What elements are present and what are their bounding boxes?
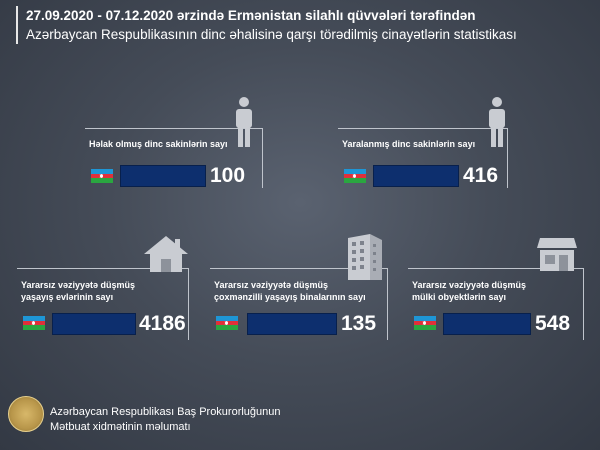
stat-card-killed-civilians: Həlak olmuş dinc sakinlərin sayı 100 [85,128,263,188]
stat-value: 416 [463,164,499,187]
stat-bar [52,313,136,335]
stat-card-title: Yararsız vəziyyətə düşmüş çoxmənzilli ya… [214,280,366,302]
azerbaijan-flag-icon [344,169,366,184]
apartment-building-icon [348,234,382,280]
stat-bar [247,313,337,335]
header-line-1: 27.09.2020 - 07.12.2020 ərzində Ermənist… [26,8,476,23]
stat-bar [443,313,531,335]
stat-value: 135 [341,312,377,335]
header-line-2: Azərbaycan Respublikasının dinc əhalisin… [26,27,517,42]
stat-bar [120,165,206,187]
azerbaijan-flag-icon [414,316,436,331]
stat-card-damaged-houses: Yararsız vəziyyətə düşmüş yaşayış evləri… [17,268,189,340]
stat-card-title: Yararsız vəziyyətə düşmüş mülki obyektlə… [412,280,527,302]
stat-card-damaged-apartment-buildings: Yararsız vəziyyətə düşmüş çoxmənzilli ya… [210,268,388,340]
stat-value: 548 [535,312,571,335]
footer-source: Azərbaycan Respublikası Baş Prokurorluğu… [50,405,281,435]
footer-line-1: Azərbaycan Respublikası Baş Prokurorluğu… [50,406,281,418]
stat-value: 4186 [139,312,186,335]
stat-value: 100 [210,164,246,187]
azerbaijan-flag-icon [91,169,113,184]
azerbaijan-flag-icon [23,316,45,331]
stat-card-title: Həlak olmuş dinc sakinlərin sayı [89,139,228,149]
prosecutor-office-seal-icon [8,396,44,432]
house-icon [144,236,188,272]
person-icon [236,97,252,147]
shop-icon [537,238,577,271]
stat-bar [373,165,459,187]
page-header: 27.09.2020 - 07.12.2020 ərzində Ermənist… [16,6,586,44]
stat-card-damaged-civil-objects: Yararsız vəziyyətə düşmüş mülki obyektlə… [408,268,584,340]
azerbaijan-flag-icon [216,316,238,331]
stat-card-title: Yaralanmış dinc sakinlərin sayı [342,139,476,149]
stat-card-title: Yararsız vəziyyətə düşmüş yaşayış evləri… [21,280,136,302]
person-icon [489,97,505,147]
footer-line-2: Mətbuat xidmətinin məlumatı [50,421,191,433]
stat-card-injured-civilians: Yaralanmış dinc sakinlərin sayı 416 [338,128,508,188]
